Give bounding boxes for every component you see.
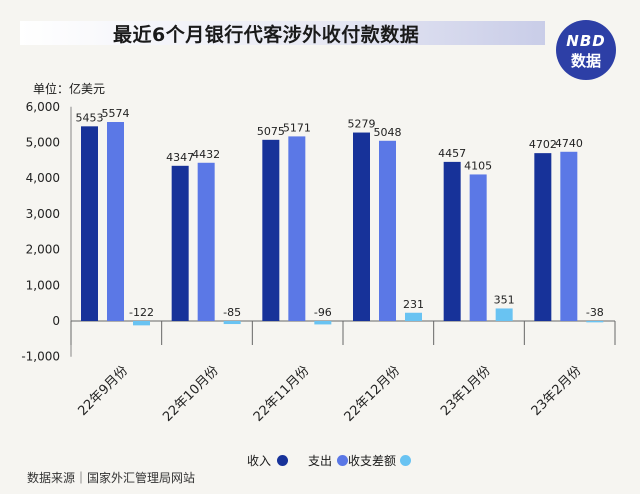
bar-diff [223, 321, 241, 325]
data-label: 4702 [529, 138, 557, 151]
data-label: 4432 [192, 148, 220, 161]
data-label: 5574 [102, 107, 130, 120]
data-label: 4457 [438, 147, 466, 160]
x-tick-label: 23年1月份 [438, 363, 494, 419]
bar-income [262, 139, 280, 321]
title-bar [20, 21, 545, 45]
data-label: 4347 [166, 151, 194, 164]
data-label: -122 [129, 306, 154, 319]
legend-label-diff: 收支差额 [348, 454, 397, 468]
x-tick-label: 22年11月份 [251, 363, 313, 425]
data-label: 4105 [464, 159, 492, 172]
bar-expense [107, 122, 124, 321]
legend-dot-expense [337, 455, 348, 466]
legend-dot-income [277, 455, 288, 466]
bar-income [81, 126, 98, 321]
data-label: -85 [223, 306, 241, 319]
data-label: 5048 [374, 126, 402, 139]
bar-expense [197, 162, 215, 321]
x-tick-label: 23年2月份 [529, 363, 585, 419]
x-tick-label: 22年10月份 [160, 363, 222, 425]
legend-dot-diff [400, 455, 411, 466]
data-label: 5453 [76, 111, 104, 124]
y-tick-label: -1,000 [21, 350, 60, 364]
bar-expense [288, 136, 306, 321]
bar-expense [379, 140, 396, 321]
source-note: 数据来源｜国家外汇管理局网站 [27, 471, 196, 485]
y-tick-label: 0 [52, 314, 60, 328]
legend-label-income: 收入 [247, 454, 272, 468]
data-label: 231 [403, 298, 424, 311]
page-title: 最近6个月银行代客涉外收付款数据 [113, 24, 420, 46]
bar-diff [314, 321, 332, 325]
data-label: -38 [586, 306, 604, 319]
x-tick-label: 22年9月份 [75, 363, 131, 419]
y-tick-label: 5,000 [26, 136, 60, 150]
data-label: 351 [494, 293, 515, 306]
logo-text-nbd: NBD [566, 32, 606, 50]
y-tick-label: 4,000 [26, 171, 60, 185]
bar-diff [495, 308, 513, 321]
bar-diff [405, 312, 422, 321]
data-label: -96 [314, 306, 332, 319]
unit-label: 单位：亿美元 [33, 82, 106, 96]
nbd-logo: NBD 数据 [556, 20, 616, 80]
legend-label-expense: 支出 [308, 454, 333, 468]
logo-text-data: 数据 [570, 52, 601, 70]
data-label: 4740 [555, 137, 583, 150]
bar-diff [133, 321, 150, 326]
bar-expense [469, 174, 487, 321]
y-tick-label: 1,000 [26, 278, 60, 292]
x-tick-label: 22年12月份 [342, 363, 404, 425]
data-label: 5279 [348, 118, 376, 131]
data-label: 5075 [257, 125, 285, 138]
bar-income [171, 165, 189, 321]
y-tick-label: 6,000 [26, 100, 60, 114]
y-tick-label: 3,000 [26, 207, 60, 221]
data-label: 5171 [283, 121, 311, 134]
y-tick-label: 2,000 [26, 243, 60, 257]
bar-income [534, 153, 552, 321]
bar-income [353, 132, 370, 321]
bar-diff [586, 321, 604, 323]
bar-income [443, 161, 461, 321]
bar-expense [560, 151, 578, 321]
